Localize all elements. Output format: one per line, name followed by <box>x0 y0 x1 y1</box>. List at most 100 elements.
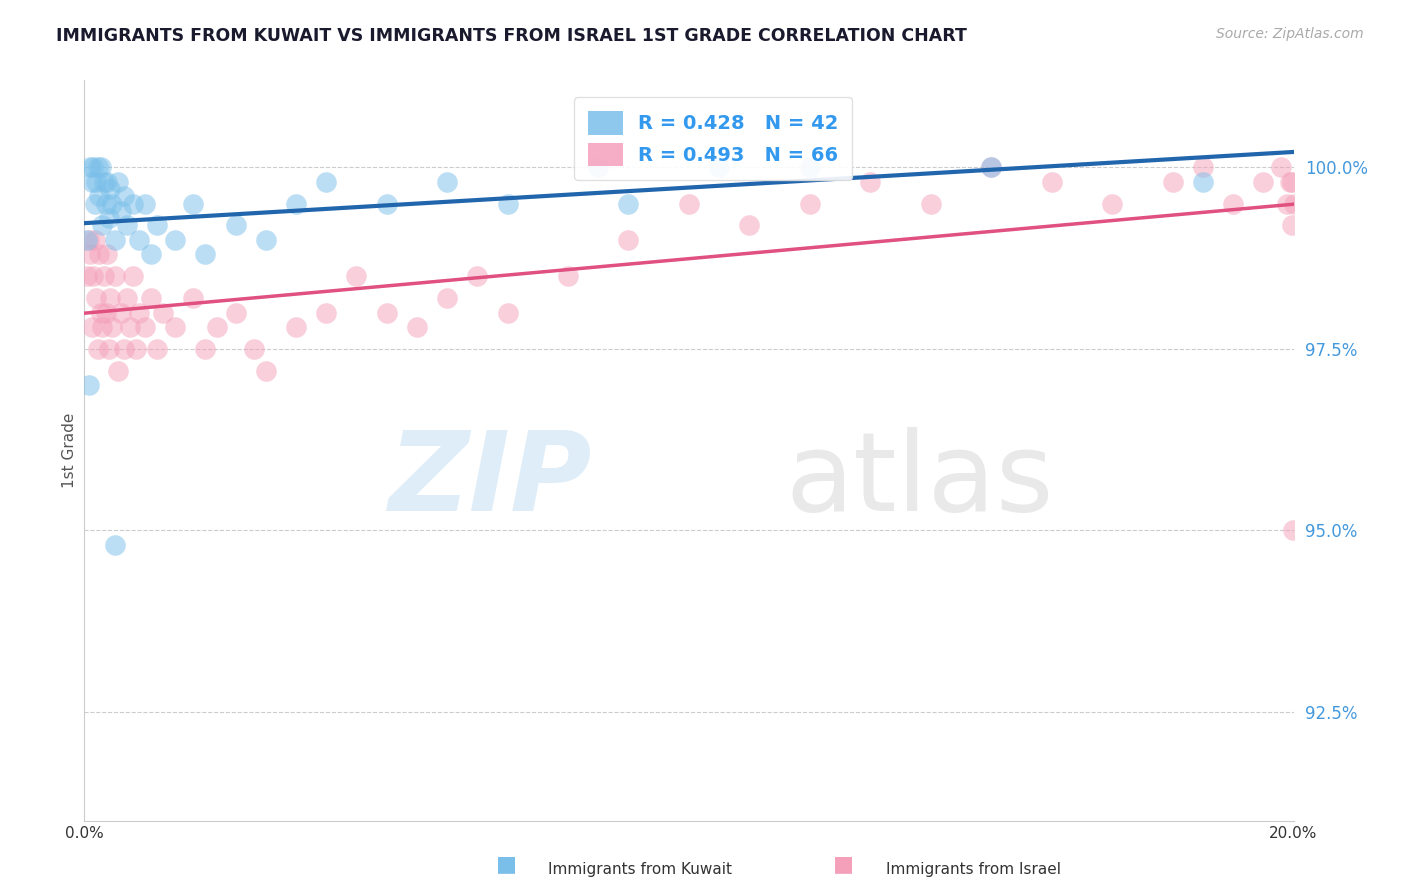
Legend: R = 0.428   N = 42, R = 0.493   N = 66: R = 0.428 N = 42, R = 0.493 N = 66 <box>574 97 852 180</box>
Point <box>79 247 101 261</box>
Point <box>181 196 204 211</box>
Text: ■: ■ <box>496 854 516 873</box>
Point <box>242 342 264 356</box>
Point <box>1040 175 1063 189</box>
Point <box>96 247 118 261</box>
Point <box>375 305 398 319</box>
Point <box>118 320 141 334</box>
Point <box>79 161 101 175</box>
Point <box>91 320 114 334</box>
Point <box>1161 175 1184 189</box>
Point <box>1279 175 1302 189</box>
Point <box>110 305 132 319</box>
Point <box>86 175 108 189</box>
Point <box>194 247 217 261</box>
Point <box>406 320 429 334</box>
Point <box>254 363 277 377</box>
Point <box>617 196 640 211</box>
Point <box>285 196 308 211</box>
Point <box>86 291 108 305</box>
Point <box>1281 175 1303 189</box>
Point <box>225 219 247 233</box>
Point <box>84 233 107 247</box>
Point <box>165 233 187 247</box>
Point <box>77 378 100 392</box>
Point <box>89 247 111 261</box>
Point <box>93 269 115 284</box>
Point <box>82 269 104 284</box>
Point <box>94 305 117 319</box>
Point <box>128 305 150 319</box>
Point <box>100 196 122 211</box>
Point <box>91 219 114 233</box>
Point <box>128 233 150 247</box>
Point <box>76 269 98 284</box>
Point <box>207 320 229 334</box>
Point <box>86 342 108 356</box>
Y-axis label: 1st Grade: 1st Grade <box>62 413 77 488</box>
Point <box>980 161 1002 175</box>
Text: Immigrants from Israel: Immigrants from Israel <box>886 863 1060 877</box>
Point <box>1277 196 1299 211</box>
Point <box>86 161 108 175</box>
Point <box>225 305 247 319</box>
Point <box>125 342 148 356</box>
Point <box>859 175 882 189</box>
Point <box>1282 196 1305 211</box>
Point <box>194 342 217 356</box>
Point <box>112 189 135 203</box>
Point <box>285 320 308 334</box>
Point <box>115 291 138 305</box>
Point <box>110 203 132 218</box>
Point <box>121 196 143 211</box>
Point <box>77 233 100 247</box>
Point <box>134 320 156 334</box>
Point <box>738 219 761 233</box>
Point <box>1192 175 1215 189</box>
Point <box>254 233 277 247</box>
Text: ZIP: ZIP <box>388 426 592 533</box>
Point <box>97 211 120 226</box>
Point <box>121 269 143 284</box>
Point <box>799 161 821 175</box>
Text: IMMIGRANTS FROM KUWAIT VS IMMIGRANTS FROM ISRAEL 1ST GRADE CORRELATION CHART: IMMIGRANTS FROM KUWAIT VS IMMIGRANTS FRO… <box>56 27 967 45</box>
Point <box>346 269 368 284</box>
Point <box>134 196 156 211</box>
Point <box>112 342 135 356</box>
Point <box>146 219 169 233</box>
Point <box>1270 161 1292 175</box>
Point <box>100 320 122 334</box>
Point <box>107 363 129 377</box>
Point <box>617 233 640 247</box>
Point <box>557 269 579 284</box>
Point <box>104 233 127 247</box>
Point <box>709 161 731 175</box>
Point <box>84 196 107 211</box>
Point <box>107 175 129 189</box>
Point <box>98 291 121 305</box>
Point <box>315 305 337 319</box>
Point <box>93 175 115 189</box>
Point <box>799 196 821 211</box>
Point <box>1282 524 1305 538</box>
Point <box>920 196 942 211</box>
Point <box>1281 219 1303 233</box>
Point <box>496 196 519 211</box>
Point <box>1222 196 1244 211</box>
Point <box>1192 161 1215 175</box>
Point <box>467 269 489 284</box>
Point <box>315 175 337 189</box>
Point <box>139 291 162 305</box>
Text: ■: ■ <box>834 854 853 873</box>
Point <box>80 320 103 334</box>
Point <box>89 189 111 203</box>
Point <box>80 175 103 189</box>
Point <box>94 196 117 211</box>
Point <box>104 269 127 284</box>
Point <box>588 161 610 175</box>
Point <box>146 342 169 356</box>
Point <box>165 320 187 334</box>
Point <box>104 538 127 552</box>
Point <box>1253 175 1275 189</box>
Point <box>678 196 700 211</box>
